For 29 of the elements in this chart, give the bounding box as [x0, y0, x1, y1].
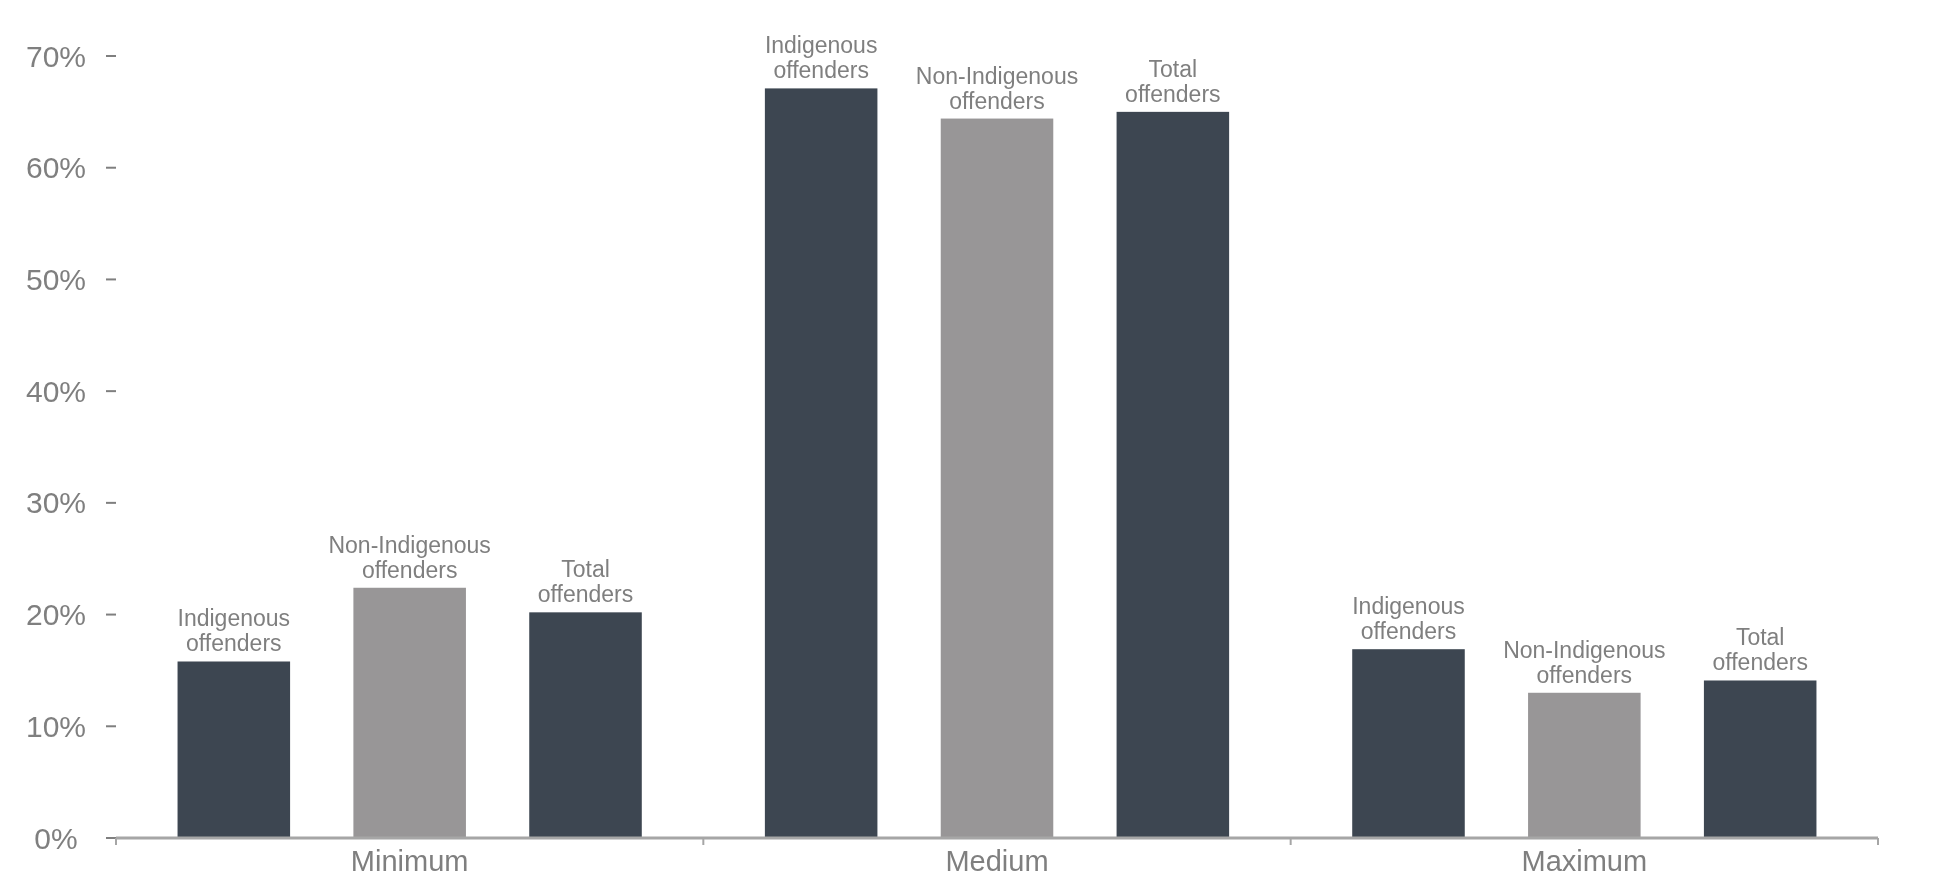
y-tick-label: 20%: [25, 598, 87, 632]
x-tick-label: Medium: [945, 845, 1049, 877]
series-label: Non-Indigenous offenders: [1503, 636, 1666, 688]
bar: [529, 612, 642, 838]
y-tick-label: 60%: [25, 151, 87, 185]
series-label: Total offenders: [537, 556, 634, 608]
y-tick-label: 70%: [25, 39, 87, 73]
text: Non-Indigenous offenders: [328, 531, 491, 583]
bar: [1116, 111, 1230, 838]
x-tick-label: Maximum: [1521, 845, 1648, 877]
series-label: Indigenous offenders: [764, 32, 878, 84]
y-tick-label: 0%: [34, 821, 78, 855]
text: Indigenous offenders: [1352, 593, 1465, 645]
bar: [353, 587, 466, 838]
bar: [1703, 680, 1817, 838]
bar: [177, 661, 291, 838]
bar: [1528, 692, 1641, 838]
x-tick-label: Minimum: [350, 845, 469, 877]
bar: [764, 88, 878, 838]
y-tick-label: 50%: [25, 262, 87, 296]
text: Indigenous offenders: [177, 605, 291, 657]
text: Total offenders: [1712, 624, 1808, 676]
text: Non-Indigenous offenders: [915, 62, 1079, 114]
y-tick-label: 40%: [25, 374, 87, 408]
y-tick-label: 30%: [25, 486, 87, 520]
text: Total offenders: [1125, 55, 1221, 107]
bar: [940, 118, 1054, 838]
y-tick-label: 10%: [25, 709, 87, 743]
bar: [1352, 649, 1465, 838]
